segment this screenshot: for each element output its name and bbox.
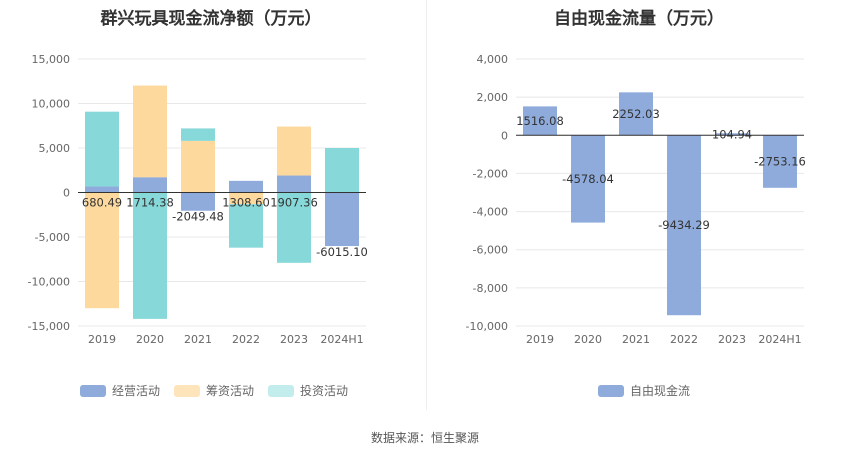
- left-bar-financing: [181, 140, 215, 193]
- left-bar-operating: [181, 192, 215, 211]
- left-bar-operating: [229, 180, 263, 193]
- legend-swatch-investing: [268, 384, 295, 397]
- legend-label-investing: 投资活动: [300, 384, 349, 398]
- left-chart-y-tick-label: -5,000: [35, 231, 70, 244]
- legend-label-operating: 经营活动: [112, 384, 161, 398]
- panel-divider: [426, 0, 427, 410]
- right-data-label: 104.94: [712, 127, 752, 141]
- right-chart-x-tick-label: 2022: [670, 333, 698, 346]
- left-data-label: 1714.38: [126, 196, 174, 210]
- left-data-label: 1308.60: [222, 196, 270, 210]
- left-chart-y-tick-label: -15,000: [28, 320, 70, 333]
- right-bar-free-cash-flow: [571, 135, 605, 223]
- left-bar-financing: [277, 126, 311, 176]
- left-chart-y-tick-label: 15,000: [32, 53, 71, 66]
- right-data-label: 1516.08: [516, 114, 564, 128]
- left-bar-financing: [133, 85, 167, 178]
- right-chart-y-tick-label: -6,000: [473, 244, 508, 257]
- legend-item-free-cash-flow[interactable]: 自由现金流: [598, 382, 690, 399]
- right-chart-y-tick-label: 0: [501, 129, 508, 142]
- right-chart-y-tick-label: -8,000: [473, 282, 508, 295]
- right-chart-y-tick-label: 4,000: [477, 53, 509, 66]
- right-data-label: -9434.29: [658, 218, 710, 232]
- left-chart-x-tick-label: 2022: [232, 333, 260, 346]
- legend-item-financing[interactable]: 筹资活动: [174, 382, 254, 399]
- right-bar-free-cash-flow: [763, 135, 797, 188]
- right-chart-x-tick-label: 2020: [574, 333, 602, 346]
- left-chart-legend: 经营活动 筹资活动 投资活动: [80, 382, 362, 399]
- left-bar-investing: [133, 192, 167, 319]
- left-chart-x-tick-label: 2019: [88, 333, 116, 346]
- right-bar-free-cash-flow: [715, 133, 749, 136]
- legend-label-financing: 筹资活动: [206, 384, 255, 398]
- left-chart-y-tick-label: 10,000: [32, 98, 71, 111]
- right-chart-y-tick-label: 2,000: [477, 91, 509, 104]
- legend-label-free-cash-flow: 自由现金流: [630, 384, 691, 398]
- left-data-label: 1907.36: [270, 196, 318, 210]
- right-chart-x-tick-label: 2019: [526, 333, 554, 346]
- right-chart-legend: 自由现金流: [598, 382, 704, 399]
- right-chart-x-tick-label: 2021: [622, 333, 650, 346]
- left-data-label: 680.49: [82, 196, 122, 210]
- legend-swatch-free-cash-flow: [598, 384, 624, 397]
- left-bar-investing: [325, 148, 359, 193]
- left-bar-financing: [229, 192, 263, 205]
- data-source-note: 数据来源：恒生聚源: [370, 431, 479, 445]
- left-bar-operating: [133, 177, 167, 193]
- right-chart-x-tick-label: 2023: [718, 333, 746, 346]
- left-bar-investing: [229, 204, 263, 248]
- left-bar-operating: [85, 186, 119, 193]
- left-chart-x-tick-label: 2024H1: [320, 333, 363, 346]
- legend-item-investing[interactable]: 投资活动: [268, 382, 348, 399]
- left-chart-y-tick-label: -10,000: [28, 276, 70, 289]
- right-bar-free-cash-flow: [619, 92, 653, 136]
- right-chart-y-tick-label: -10,000: [466, 320, 508, 333]
- right-chart-x-tick-label: 2024H1: [758, 333, 801, 346]
- legend-swatch-financing: [174, 384, 201, 397]
- right-data-label: 2252.03: [612, 107, 660, 121]
- left-chart-y-tick-label: 0: [63, 187, 70, 200]
- right-chart-title: 自由现金流量（万元）: [554, 9, 724, 29]
- left-bar-operating: [277, 175, 311, 193]
- left-bar-investing: [277, 192, 311, 263]
- left-data-label: -6015.10: [316, 245, 368, 259]
- right-chart-y-tick-label: -4,000: [473, 206, 508, 219]
- left-chart-x-tick-label: 2021: [184, 333, 212, 346]
- left-bar-operating: [325, 192, 359, 247]
- right-chart-y-tick-label: -2,000: [473, 167, 508, 180]
- left-bar-financing: [85, 192, 119, 309]
- left-chart-x-tick-label: 2023: [280, 333, 308, 346]
- left-chart-y-tick-label: 5,000: [39, 142, 71, 155]
- left-data-label: -2049.48: [172, 210, 224, 224]
- left-bar-investing: [85, 111, 119, 187]
- legend-item-operating[interactable]: 经营活动: [80, 382, 160, 399]
- left-bar-investing: [181, 128, 215, 141]
- legend-swatch-operating: [80, 384, 106, 397]
- right-bar-free-cash-flow: [523, 106, 557, 136]
- left-chart-title: 群兴玩具现金流净额（万元）: [100, 9, 322, 29]
- right-data-label: -2753.16: [754, 155, 806, 169]
- right-bar-free-cash-flow: [667, 135, 701, 316]
- left-chart-x-tick-label: 2020: [136, 333, 164, 346]
- right-data-label: -4578.04: [562, 172, 614, 186]
